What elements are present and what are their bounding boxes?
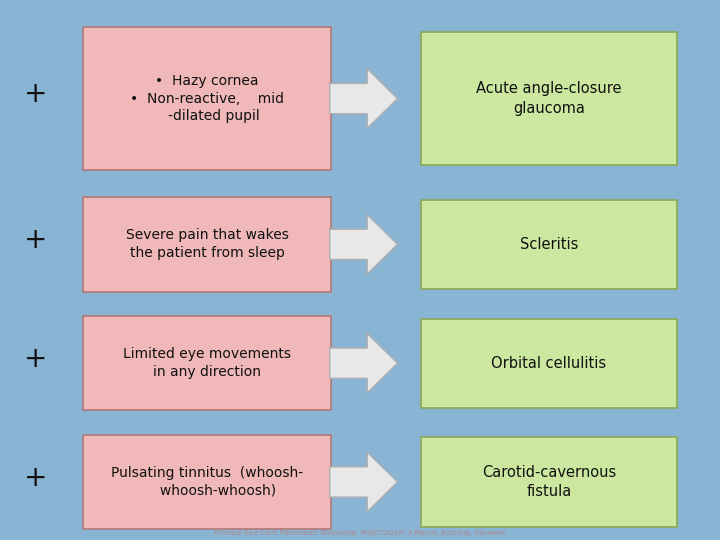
Polygon shape bbox=[330, 453, 397, 512]
Text: Severe pain that wakes
the patient from sleep: Severe pain that wakes the patient from … bbox=[125, 228, 289, 260]
FancyBboxPatch shape bbox=[421, 32, 677, 165]
FancyBboxPatch shape bbox=[83, 435, 331, 529]
FancyBboxPatch shape bbox=[83, 316, 331, 410]
Text: Carotid-cavernous
fistula: Carotid-cavernous fistula bbox=[482, 465, 616, 499]
Text: Pulsating tinnitus  (whoosh-
     whoosh-whoosh): Pulsating tinnitus (whoosh- whoosh-whoos… bbox=[111, 466, 303, 498]
FancyBboxPatch shape bbox=[421, 319, 677, 408]
Text: +: + bbox=[24, 345, 48, 373]
FancyBboxPatch shape bbox=[421, 437, 677, 526]
FancyBboxPatch shape bbox=[83, 27, 331, 170]
Text: +: + bbox=[24, 226, 48, 254]
FancyBboxPatch shape bbox=[83, 197, 331, 292]
Text: •  Hazy cornea
•  Non-reactive,    mid
   -dilated pupil: • Hazy cornea • Non-reactive, mid -dilat… bbox=[130, 73, 284, 124]
Text: Limited eye movements
in any direction: Limited eye movements in any direction bbox=[123, 347, 291, 379]
Text: Scleritis: Scleritis bbox=[520, 237, 578, 252]
FancyBboxPatch shape bbox=[421, 200, 677, 289]
Text: +: + bbox=[24, 80, 48, 109]
Text: Orbital cellulitis: Orbital cellulitis bbox=[492, 356, 606, 370]
Text: +: + bbox=[24, 464, 48, 492]
Polygon shape bbox=[330, 69, 397, 128]
Polygon shape bbox=[330, 333, 397, 393]
Text: Primary Eye Care Paramedic Workshop, MSJCC2016; 4 March, Kuching, Sarawak: Primary Eye Care Paramedic Workshop, MSJ… bbox=[214, 530, 506, 536]
Polygon shape bbox=[330, 214, 397, 274]
Text: Acute angle-closure
glaucoma: Acute angle-closure glaucoma bbox=[476, 82, 622, 116]
